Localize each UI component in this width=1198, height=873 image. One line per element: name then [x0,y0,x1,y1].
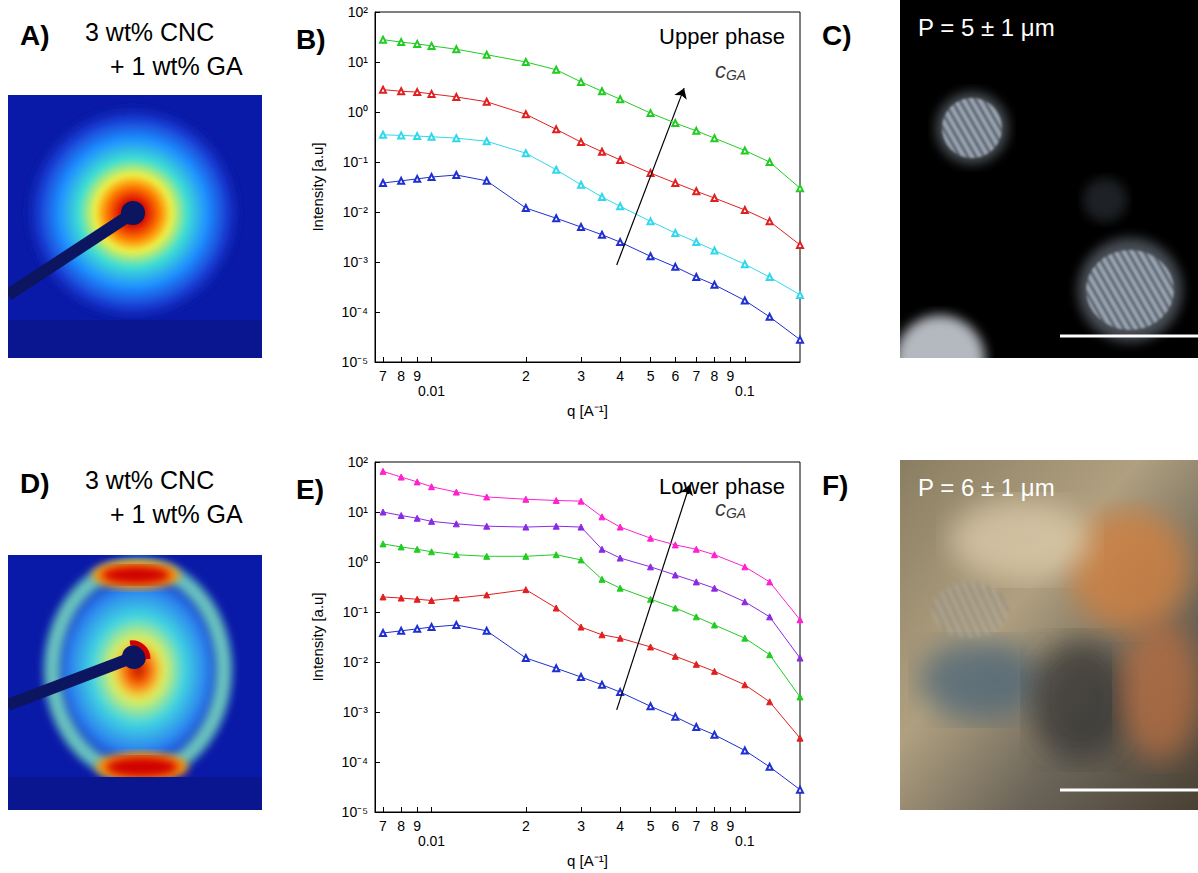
svg-text:10⁻⁴: 10⁻⁴ [341,304,368,320]
svg-text:10¹: 10¹ [348,504,369,520]
svg-text:7: 7 [379,818,387,834]
svg-text:Intensity [a.u]: Intensity [a.u] [309,592,326,681]
svg-text:9: 9 [413,818,421,834]
svg-text:10⁻⁵: 10⁻⁵ [342,354,368,370]
svg-text:Upper phase: Upper phase [659,24,785,49]
html-text:3 wt% CNC: 3 wt% CNC [85,466,215,494]
svg-text:3: 3 [577,818,585,834]
html-text:P = 6 ± 1 μm: P = 6 ± 1 μm [918,474,1055,501]
svg-text:q [A⁻¹]: q [A⁻¹] [567,402,608,419]
html-text:C): C) [822,20,852,51]
svg-text:8: 8 [397,368,405,384]
svg-text:10⁻⁵: 10⁻⁵ [342,804,368,820]
svg-text:9: 9 [727,818,735,834]
svg-text:10⁰: 10⁰ [347,554,368,570]
svg-text:10⁻²: 10⁻² [343,204,369,220]
svg-text:0.1: 0.1 [735,833,755,849]
html-text:+ 1 wt% GA: + 1 wt% GA [110,500,243,528]
html-text:+ 1 wt% GA: + 1 wt% GA [110,52,243,80]
svg-text:6: 6 [671,818,679,834]
svg-text:7: 7 [379,368,387,384]
svg-text:Lower phase: Lower phase [659,473,785,499]
svg-text:10¹: 10¹ [348,54,369,70]
svg-text:2: 2 [522,818,530,834]
svg-text:GA: GA [726,505,746,521]
svg-text:2: 2 [522,368,530,384]
svg-text:10⁻³: 10⁻³ [343,704,369,720]
svg-text:10⁻³: 10⁻³ [343,254,369,270]
svg-text:9: 9 [413,368,421,384]
html-text:E): E) [296,474,324,505]
svg-text:10⁰: 10⁰ [347,104,368,120]
svg-text:4: 4 [616,818,624,834]
svg-text:10²: 10² [348,454,369,470]
svg-text:q [A⁻¹]: q [A⁻¹] [567,852,608,869]
html-text:3 wt% CNC: 3 wt% CNC [85,18,215,46]
svg-text:6: 6 [671,368,679,384]
html-text:B): B) [296,24,326,55]
svg-text:c: c [715,496,726,521]
svg-text:5: 5 [647,368,655,384]
svg-text:7: 7 [692,818,700,834]
svg-text:8: 8 [397,818,405,834]
svg-text:c: c [715,58,726,83]
html-text:D): D) [20,468,50,499]
svg-text:4: 4 [616,368,624,384]
svg-text:0.01: 0.01 [418,833,445,849]
svg-text:5: 5 [647,818,655,834]
svg-text:0.1: 0.1 [735,383,755,399]
svg-text:10²: 10² [348,4,369,20]
svg-text:10⁻¹: 10⁻¹ [343,604,369,620]
svg-text:8: 8 [711,818,719,834]
svg-text:7: 7 [692,368,700,384]
svg-text:8: 8 [711,368,719,384]
svg-text:0.01: 0.01 [418,383,445,399]
svg-text:9: 9 [727,368,735,384]
html-text:F): F) [822,470,849,501]
svg-text:3: 3 [577,368,585,384]
svg-text:10⁻¹: 10⁻¹ [343,154,369,170]
svg-text:GA: GA [726,67,746,83]
svg-text:10⁻²: 10⁻² [343,654,369,670]
html-text:A): A) [20,20,50,51]
svg-text:Intensity [a.u]: Intensity [a.u] [309,142,326,231]
html-text:P = 5 ± 1 μm: P = 5 ± 1 μm [918,14,1055,41]
svg-text:10⁻⁴: 10⁻⁴ [341,754,368,770]
